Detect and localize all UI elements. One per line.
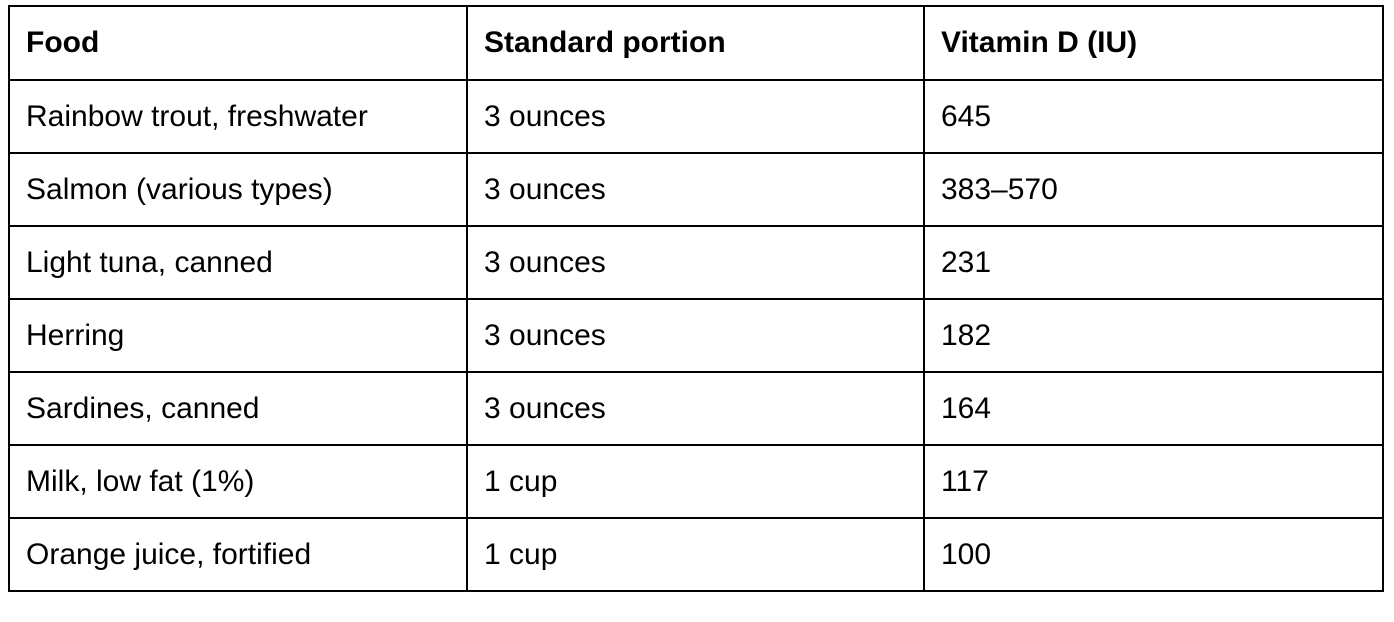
header-vitamin-d: Vitamin D (IU): [923, 5, 1384, 81]
portion-cell: 3 ounces: [466, 298, 925, 373]
vitamin-d-cell: 182: [923, 298, 1384, 373]
table-row: Light tuna, canned 3 ounces 231: [8, 225, 1384, 300]
table-row: Orange juice, fortified 1 cup 100: [8, 517, 1384, 592]
vitamin-d-cell: 100: [923, 517, 1384, 592]
header-row: Food Standard portion Vitamin D (IU): [8, 5, 1384, 81]
portion-cell: 3 ounces: [466, 225, 925, 300]
header-standard-portion: Standard portion: [466, 5, 925, 81]
table-body: Rainbow trout, freshwater 3 ounces 645 S…: [8, 79, 1384, 592]
table-row: Salmon (various types) 3 ounces 383–570: [8, 152, 1384, 227]
portion-cell: 1 cup: [466, 444, 925, 519]
table-row: Rainbow trout, freshwater 3 ounces 645: [8, 79, 1384, 154]
food-cell: Light tuna, canned: [8, 225, 468, 300]
portion-cell: 3 ounces: [466, 79, 925, 154]
portion-cell: 3 ounces: [466, 371, 925, 446]
header-food: Food: [8, 5, 468, 81]
table-row: Milk, low fat (1%) 1 cup 117: [8, 444, 1384, 519]
vitamin-d-table: Food Standard portion Vitamin D (IU) Rai…: [8, 5, 1384, 592]
vitamin-d-cell: 383–570: [923, 152, 1384, 227]
table-row: Sardines, canned 3 ounces 164: [8, 371, 1384, 446]
food-cell: Herring: [8, 298, 468, 373]
food-cell: Orange juice, fortified: [8, 517, 468, 592]
food-cell: Rainbow trout, freshwater: [8, 79, 468, 154]
vitamin-d-cell: 645: [923, 79, 1384, 154]
vitamin-d-cell: 231: [923, 225, 1384, 300]
table-row: Herring 3 ounces 182: [8, 298, 1384, 373]
portion-cell: 1 cup: [466, 517, 925, 592]
food-cell: Milk, low fat (1%): [8, 444, 468, 519]
table-header: Food Standard portion Vitamin D (IU): [8, 5, 1384, 81]
food-cell: Sardines, canned: [8, 371, 468, 446]
portion-cell: 3 ounces: [466, 152, 925, 227]
food-cell: Salmon (various types): [8, 152, 468, 227]
vitamin-d-cell: 117: [923, 444, 1384, 519]
vitamin-d-cell: 164: [923, 371, 1384, 446]
